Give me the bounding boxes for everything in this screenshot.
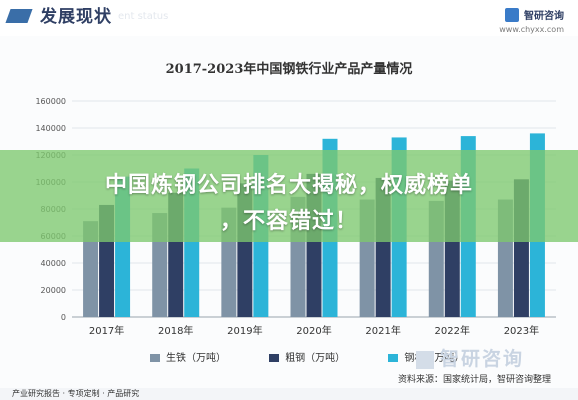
y-tick-label: 140000 [35, 124, 66, 133]
x-tick-label: 2020年 [296, 324, 331, 337]
header: 发展现状 ent status 智研咨询 www.chyxx.com [0, 0, 578, 36]
x-tick-label: 2022年 [435, 324, 470, 337]
legend-item-steel: 钢材（万吨） [388, 349, 464, 364]
legend-swatch-crude-steel [269, 354, 280, 362]
x-tick-label: 2017年 [89, 324, 124, 337]
header-title: 发展现状 [40, 7, 112, 27]
source-note: 资料来源：国家统计局，智研咨询整理 [398, 375, 552, 385]
legend-swatch-pig-iron [150, 354, 160, 362]
y-tick-label: 20000 [41, 286, 66, 295]
brand-name: 智研咨询 [524, 11, 564, 22]
footer-strip: 产业研究报告 · 专项定制 · 产品研究 [0, 388, 578, 400]
y-tick-label: 40000 [41, 259, 66, 268]
watermark-logo: 智研咨询 [416, 344, 524, 371]
brand-url: www.chyxx.com [499, 25, 564, 34]
banner-headline-cont: ，不容错过！ [219, 209, 358, 234]
x-tick-label: 2021年 [365, 324, 400, 337]
x-tick-label: 2018年 [158, 324, 193, 337]
bar-pig-iron [83, 221, 99, 317]
banner-headline: 中国炼钢公司排名大揭秘，权威榜单 [104, 173, 473, 198]
x-tick-label: 2023年 [504, 324, 539, 337]
legend-label-crude-steel: 粗钢（万吨） [285, 353, 346, 364]
header-subtitle: ent status [118, 11, 169, 22]
watermark-text: 智研咨询 [440, 348, 525, 370]
chart-title: 2017-2023年中国钢铁行业产品产量情况 [165, 62, 413, 77]
x-tick-label: 2019年 [227, 324, 262, 337]
legend-item-pig-iron: 生铁（万吨） [150, 349, 226, 364]
legend-item-crude-steel: 粗钢（万吨） [269, 349, 345, 364]
legend-swatch-steel [388, 354, 399, 362]
brand-logo-icon [504, 7, 519, 22]
watermark-logo-icon [416, 350, 434, 369]
promo-banner[interactable]: 中国炼钢公司排名大揭秘，权威榜单 ，不容错过！ [0, 150, 578, 242]
legend: 生铁（万吨） 粗钢（万吨） 钢材（万吨） [150, 349, 504, 364]
y-tick-label: 0 [61, 313, 66, 322]
y-tick-label: 160000 [35, 97, 66, 106]
legend-label-steel: 钢材（万吨） [404, 353, 465, 364]
brand: 智研咨询 www.chyxx.com [499, 4, 564, 34]
legend-label-pig-iron: 生铁（万吨） [166, 353, 226, 364]
